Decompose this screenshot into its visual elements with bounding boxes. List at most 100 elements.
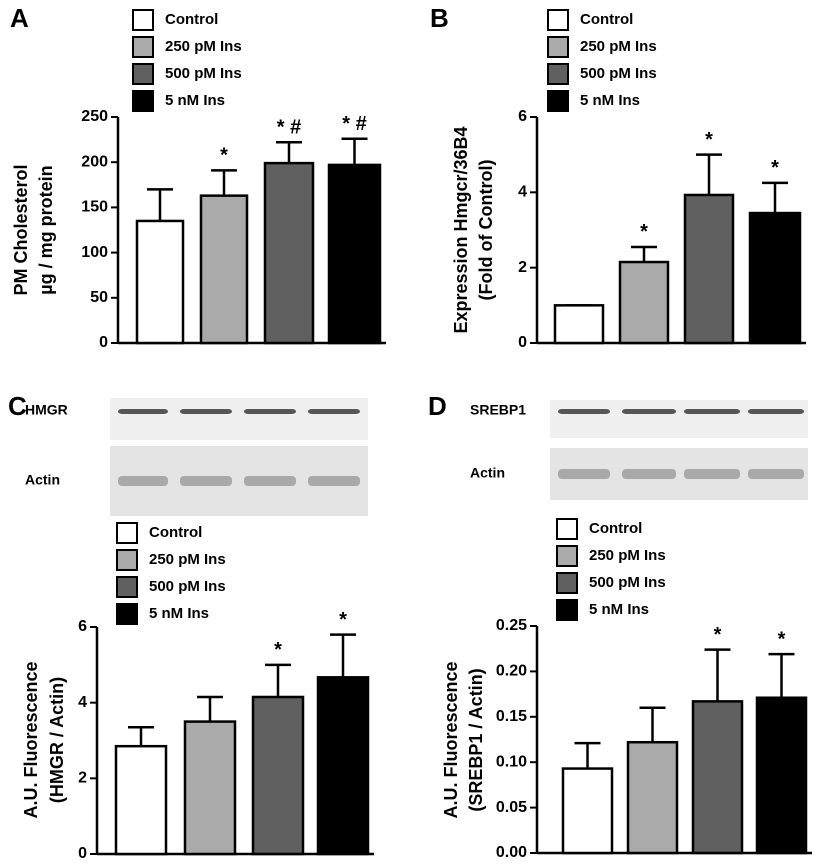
y-tick-label: 0 xyxy=(99,334,108,351)
legend-swatch xyxy=(547,63,569,85)
legend-label: 500 pM Ins xyxy=(165,65,242,82)
legend-label: 500 pM Ins xyxy=(580,65,657,82)
legend-swatch xyxy=(556,545,578,567)
significance-mark: * xyxy=(771,157,779,179)
bar xyxy=(263,161,315,345)
blot-band xyxy=(118,409,168,414)
legend-swatch xyxy=(116,576,138,598)
legend-swatch xyxy=(556,572,578,594)
blot-band xyxy=(244,476,296,486)
legend-label: Control xyxy=(580,11,633,28)
blot-band xyxy=(684,409,740,414)
legend-swatch xyxy=(556,599,578,621)
significance-mark: * xyxy=(274,639,282,661)
y-axis-label: (HMGR / Actin) xyxy=(47,677,67,803)
bar xyxy=(691,700,744,855)
y-tick-label: 2 xyxy=(78,770,87,787)
legend-label: Control xyxy=(149,524,202,541)
blot-band xyxy=(558,409,610,414)
y-tick-label: 4 xyxy=(518,184,527,201)
legend-swatch xyxy=(132,63,154,85)
y-tick-label: 6 xyxy=(78,618,87,635)
y-tick-label: 0.05 xyxy=(496,799,527,816)
legend-label: 250 pM Ins xyxy=(580,38,657,55)
bar xyxy=(683,193,735,345)
y-tick-label: 0.20 xyxy=(496,663,527,680)
bar xyxy=(618,260,670,345)
legend-label: Control xyxy=(589,520,642,537)
bar xyxy=(626,740,679,855)
y-tick-label: 50 xyxy=(90,289,108,306)
significance-mark: * xyxy=(778,628,786,650)
blot-band xyxy=(308,476,360,486)
legend-swatch xyxy=(116,549,138,571)
blot-band xyxy=(748,409,804,414)
y-tick-label: 200 xyxy=(81,153,108,170)
y-tick-label: 150 xyxy=(81,199,108,216)
legend-label: 5 nM Ins xyxy=(165,92,225,109)
legend-swatch xyxy=(556,518,578,540)
y-tick-label: 0.15 xyxy=(496,708,527,725)
panel-letter: D xyxy=(428,391,447,421)
bar xyxy=(316,676,370,856)
y-tick-label: 0.10 xyxy=(496,753,527,770)
significance-mark: * xyxy=(705,129,713,151)
y-axis-label: A.U. Fluorescence xyxy=(441,661,461,818)
y-axis-label: Expression Hmgcr/36B4 xyxy=(451,126,471,333)
panel-letter: C xyxy=(8,391,27,421)
y-axis-label: (SREBP1 / Actin) xyxy=(466,668,486,811)
bar xyxy=(748,211,802,345)
blot-band xyxy=(244,409,296,414)
significance-mark: * xyxy=(714,624,722,646)
legend-swatch xyxy=(547,36,569,58)
significance-mark: * # xyxy=(277,117,301,139)
legend-label: 500 pM Ins xyxy=(149,578,226,595)
legend-label: Control xyxy=(165,11,218,28)
y-axis-label: (Fold of Control) xyxy=(476,160,496,301)
legend-swatch xyxy=(547,90,569,112)
legend-label: 250 pM Ins xyxy=(589,547,666,564)
y-tick-label: 0 xyxy=(518,334,527,351)
significance-mark: * xyxy=(339,609,347,631)
y-axis-label: PM Cholesterol xyxy=(11,164,31,295)
blot-label: Actin xyxy=(25,472,60,488)
significance-mark: * xyxy=(640,221,648,243)
bar xyxy=(553,304,605,345)
legend-swatch xyxy=(132,9,154,31)
y-tick-label: 100 xyxy=(81,244,108,261)
legend-swatch xyxy=(547,9,569,31)
bar xyxy=(114,744,168,856)
y-tick-label: 0.25 xyxy=(496,617,527,634)
legend-swatch xyxy=(132,90,154,112)
blot-band xyxy=(308,409,360,414)
legend-label: 5 nM Ins xyxy=(589,601,649,618)
bar xyxy=(135,219,185,345)
y-tick-label: 6 xyxy=(518,108,527,125)
blot-label: SREBP1 xyxy=(470,402,526,418)
blot-image xyxy=(550,400,808,438)
y-tick-label: 2 xyxy=(518,259,527,276)
blot-band xyxy=(558,469,610,479)
legend-label: 500 pM Ins xyxy=(589,574,666,591)
legend-label: 250 pM Ins xyxy=(149,551,226,568)
blot-label: Actin xyxy=(470,465,505,481)
blot-band xyxy=(180,476,232,486)
y-axis-label: µg / mg protein xyxy=(36,165,56,294)
legend-label: 5 nM Ins xyxy=(149,605,209,622)
bar xyxy=(561,767,614,855)
legend-label: 250 pM Ins xyxy=(165,38,242,55)
significance-mark: * xyxy=(220,145,228,167)
blot-label: HMGR xyxy=(25,402,68,418)
blot-band xyxy=(622,409,676,414)
blot-band xyxy=(684,469,740,479)
y-tick-label: 250 xyxy=(81,108,108,125)
significance-mark: * # xyxy=(342,113,366,135)
bar xyxy=(755,696,808,855)
legend-label: 5 nM Ins xyxy=(580,92,640,109)
legend-swatch xyxy=(116,603,138,625)
blot-band xyxy=(118,476,168,486)
blot-band xyxy=(180,409,232,414)
bar xyxy=(183,720,237,856)
legend-swatch xyxy=(132,36,154,58)
